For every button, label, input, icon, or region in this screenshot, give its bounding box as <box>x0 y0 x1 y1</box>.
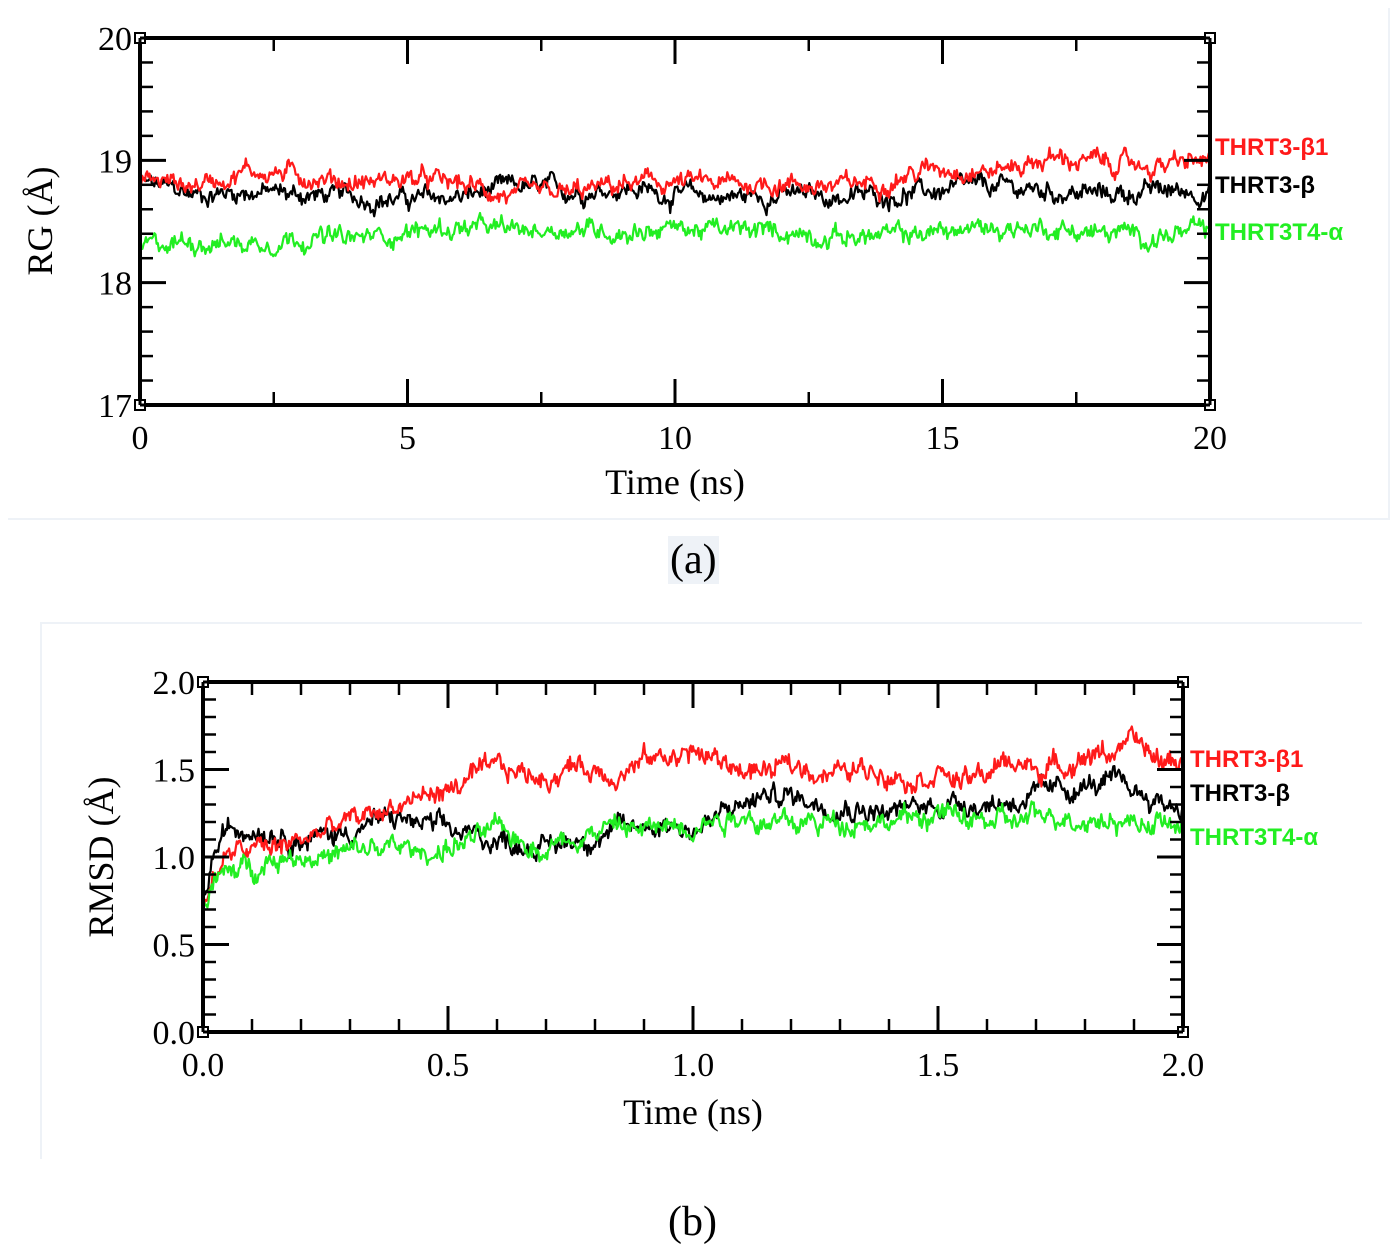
x-tick-label-b: 2.0 <box>1162 1047 1205 1084</box>
x-tick-label-a: 15 <box>926 420 960 457</box>
caption-a: (a) <box>668 536 719 584</box>
y-tick-label-b: 0.5 <box>153 928 196 965</box>
series-line-b-1 <box>201 764 1184 907</box>
series-line-a-0 <box>138 146 1212 205</box>
legend-label-b-2: THRT3T4-α <box>1190 824 1318 851</box>
x-tick-label-a: 5 <box>399 420 416 457</box>
y-tick-label-a: 17 <box>98 388 132 425</box>
plot-frame-b <box>201 680 1185 1034</box>
x-tick-label-a: 10 <box>658 420 692 457</box>
legend-label-b-1: THRT3-β <box>1190 780 1290 807</box>
chart-panel-a: 0 5 10 15 20 17 18 19 20 Time (ns) RG (Å) THRT3-β1 T… <box>20 21 1343 502</box>
x-tick-label-b: 0.5 <box>427 1047 470 1084</box>
legend-label-b-0: THRT3-β1 <box>1190 746 1303 773</box>
y-axis-title-b: RMSD (Å) <box>81 776 121 937</box>
x-axis-title-b: Time (ns) <box>623 1092 763 1132</box>
legend-label-a-2: THRT3T4-α <box>1215 219 1343 246</box>
series-line-b-0 <box>201 725 1185 919</box>
panel-b-frame <box>40 622 1362 1159</box>
y-tick-label-b: 0.0 <box>153 1015 196 1052</box>
x-tick-label-b: 0.0 <box>182 1047 225 1084</box>
caption-b: (b) <box>668 1199 717 1245</box>
x-tick-label-b: 1.5 <box>917 1047 960 1084</box>
y-tick-label-b: 1.5 <box>153 753 196 790</box>
y-tick-label-a: 20 <box>98 21 132 58</box>
y-tick-label-b: 2.0 <box>153 665 196 702</box>
x-tick-label-a: 0 <box>132 420 149 457</box>
x-tick-label-b: 1.0 <box>672 1047 715 1084</box>
x-tick-label-a: 20 <box>1193 420 1227 457</box>
y-tick-label-a: 18 <box>98 266 132 303</box>
panel-a-frame <box>8 8 1390 520</box>
legend-label-a-1: THRT3-β <box>1215 172 1315 199</box>
y-tick-label-b: 1.0 <box>153 840 196 877</box>
x-axis-title-a: Time (ns) <box>605 462 745 502</box>
y-tick-label-a: 19 <box>98 143 132 180</box>
series-line-a-1 <box>138 170 1212 218</box>
series-line-b-2 <box>202 800 1185 909</box>
series-line-a-2 <box>138 211 1212 258</box>
legend-label-a-0: THRT3-β1 <box>1215 134 1328 161</box>
y-axis-title-a: RG (Å) <box>20 167 60 276</box>
chart-panel-b: 0.0 0.5 1.0 1.5 2.0 0.0 0.5 1.0 1.5 2.0 Time (ns) R… <box>81 665 1318 1132</box>
